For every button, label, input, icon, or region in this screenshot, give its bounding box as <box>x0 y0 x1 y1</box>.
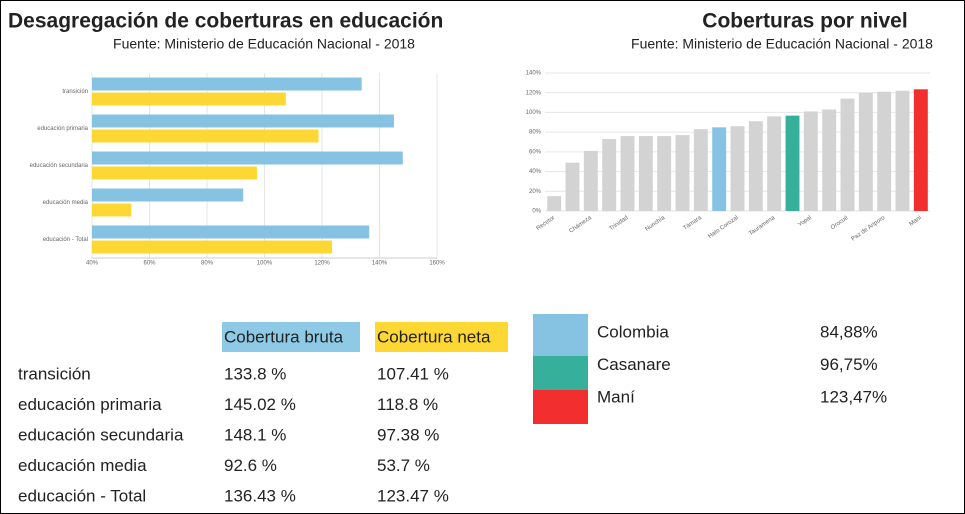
chart-subtitle: Fuente: Ministerio de Educación Nacional… <box>631 36 933 52</box>
table-cell: educación primaria <box>18 395 162 414</box>
bar <box>803 111 818 211</box>
chart-subtitle: Fuente: Ministerio de Educación Nacional… <box>113 36 415 52</box>
table-cell: 118.8 % <box>377 395 438 414</box>
bar <box>92 77 362 91</box>
y-tick-label: 100% <box>526 110 542 116</box>
y-tick-label: 140% <box>526 71 542 77</box>
x-tick-label: 100% <box>257 261 273 267</box>
table-cell: educación media <box>18 456 147 475</box>
bar <box>693 129 708 211</box>
table-cell: 123.47 % <box>377 486 449 505</box>
header-cell <box>375 322 508 352</box>
legend-name: Colombia <box>597 322 669 341</box>
table-header: Cobertura bruta <box>224 327 344 346</box>
y-tick-label: 20% <box>529 189 542 195</box>
legend-swatch <box>533 314 588 356</box>
table-cell: educación secundaria <box>18 425 184 444</box>
table-cell: 53.7 % <box>377 456 430 475</box>
bar <box>92 151 403 165</box>
y-tick-label: transición <box>62 89 88 95</box>
bar <box>822 109 837 211</box>
table-cell: 148.1 % <box>224 425 286 444</box>
bar <box>92 188 244 202</box>
table-cell: 133.8 % <box>224 364 286 383</box>
bar <box>92 240 332 254</box>
table-cell: 136.43 % <box>224 486 296 505</box>
y-tick-label: educación primaria <box>37 126 88 132</box>
table-cell: 97.38 % <box>377 425 439 444</box>
bar <box>895 90 910 211</box>
x-tick-label: 40% <box>86 261 99 267</box>
y-tick-label: educación - Total <box>43 237 88 243</box>
table-cell: 92.6 % <box>224 456 277 475</box>
x-tick-label: 120% <box>314 261 330 267</box>
bar <box>92 166 257 180</box>
table-cell: 145.02 % <box>224 395 296 414</box>
y-tick-label: educación secundaria <box>30 163 89 169</box>
bar <box>92 203 132 217</box>
y-tick-label: 40% <box>529 169 542 175</box>
y-tick-label: 60% <box>529 149 542 155</box>
y-tick-label: 80% <box>529 130 542 136</box>
y-tick-label: 120% <box>526 90 542 96</box>
table-header: Cobertura neta <box>377 327 491 346</box>
bar <box>602 139 617 211</box>
legend-value: 123,47% <box>820 387 887 406</box>
x-tick-label: 160% <box>429 261 445 267</box>
legend-value: 84,88% <box>820 322 878 341</box>
bar <box>565 162 580 211</box>
table-cell: 107.41 % <box>377 364 449 383</box>
x-tick-label: 80% <box>201 261 214 267</box>
bar <box>877 91 892 211</box>
y-tick-label: 0% <box>532 209 541 215</box>
bar <box>547 196 562 211</box>
bar <box>583 150 598 211</box>
legend-value: 96,75% <box>820 355 878 374</box>
header-cell <box>222 322 360 352</box>
bar <box>785 115 800 211</box>
bar <box>92 225 370 239</box>
x-tick-label: 140% <box>372 261 388 267</box>
bar <box>748 121 763 211</box>
y-tick-label: educación media <box>43 200 89 206</box>
x-tick-label: 60% <box>143 261 156 267</box>
chart-title: Desagregación de coberturas en educación <box>8 10 443 33</box>
legend-name: Maní <box>597 387 635 406</box>
bar <box>657 136 672 211</box>
legend-swatch <box>533 390 588 424</box>
chart-title: Coberturas por nivel <box>702 10 907 33</box>
bar <box>638 136 653 211</box>
bar <box>92 129 319 143</box>
table-cell: transición <box>18 364 91 383</box>
bar <box>92 114 394 128</box>
bar <box>620 136 635 211</box>
legend-name: Casanare <box>597 355 671 374</box>
bar <box>858 92 873 211</box>
legend-swatch <box>533 356 588 390</box>
bar <box>675 135 690 211</box>
bar <box>730 126 745 211</box>
bar <box>840 98 855 211</box>
bar <box>92 92 286 106</box>
bar <box>767 116 782 211</box>
bar <box>913 89 928 211</box>
table-cell: educación - Total <box>18 486 146 505</box>
bar <box>712 127 727 211</box>
